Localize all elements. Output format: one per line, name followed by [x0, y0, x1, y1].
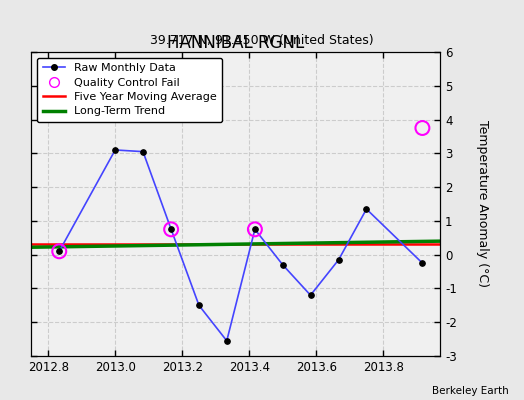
- Point: [418, 125, 427, 131]
- Title: HANNIBAL RGNL: HANNIBAL RGNL: [167, 34, 304, 52]
- Point: [167, 226, 176, 232]
- Text: Berkeley Earth: Berkeley Earth: [432, 386, 508, 396]
- Legend: Raw Monthly Data, Quality Control Fail, Five Year Moving Average, Long-Term Tren: Raw Monthly Data, Quality Control Fail, …: [37, 58, 222, 122]
- Point: [250, 226, 259, 232]
- Y-axis label: Temperature Anomaly (°C): Temperature Anomaly (°C): [476, 120, 489, 288]
- Point: [55, 248, 63, 254]
- Text: 39.717 N, 91.450 W (United States): 39.717 N, 91.450 W (United States): [150, 34, 374, 47]
